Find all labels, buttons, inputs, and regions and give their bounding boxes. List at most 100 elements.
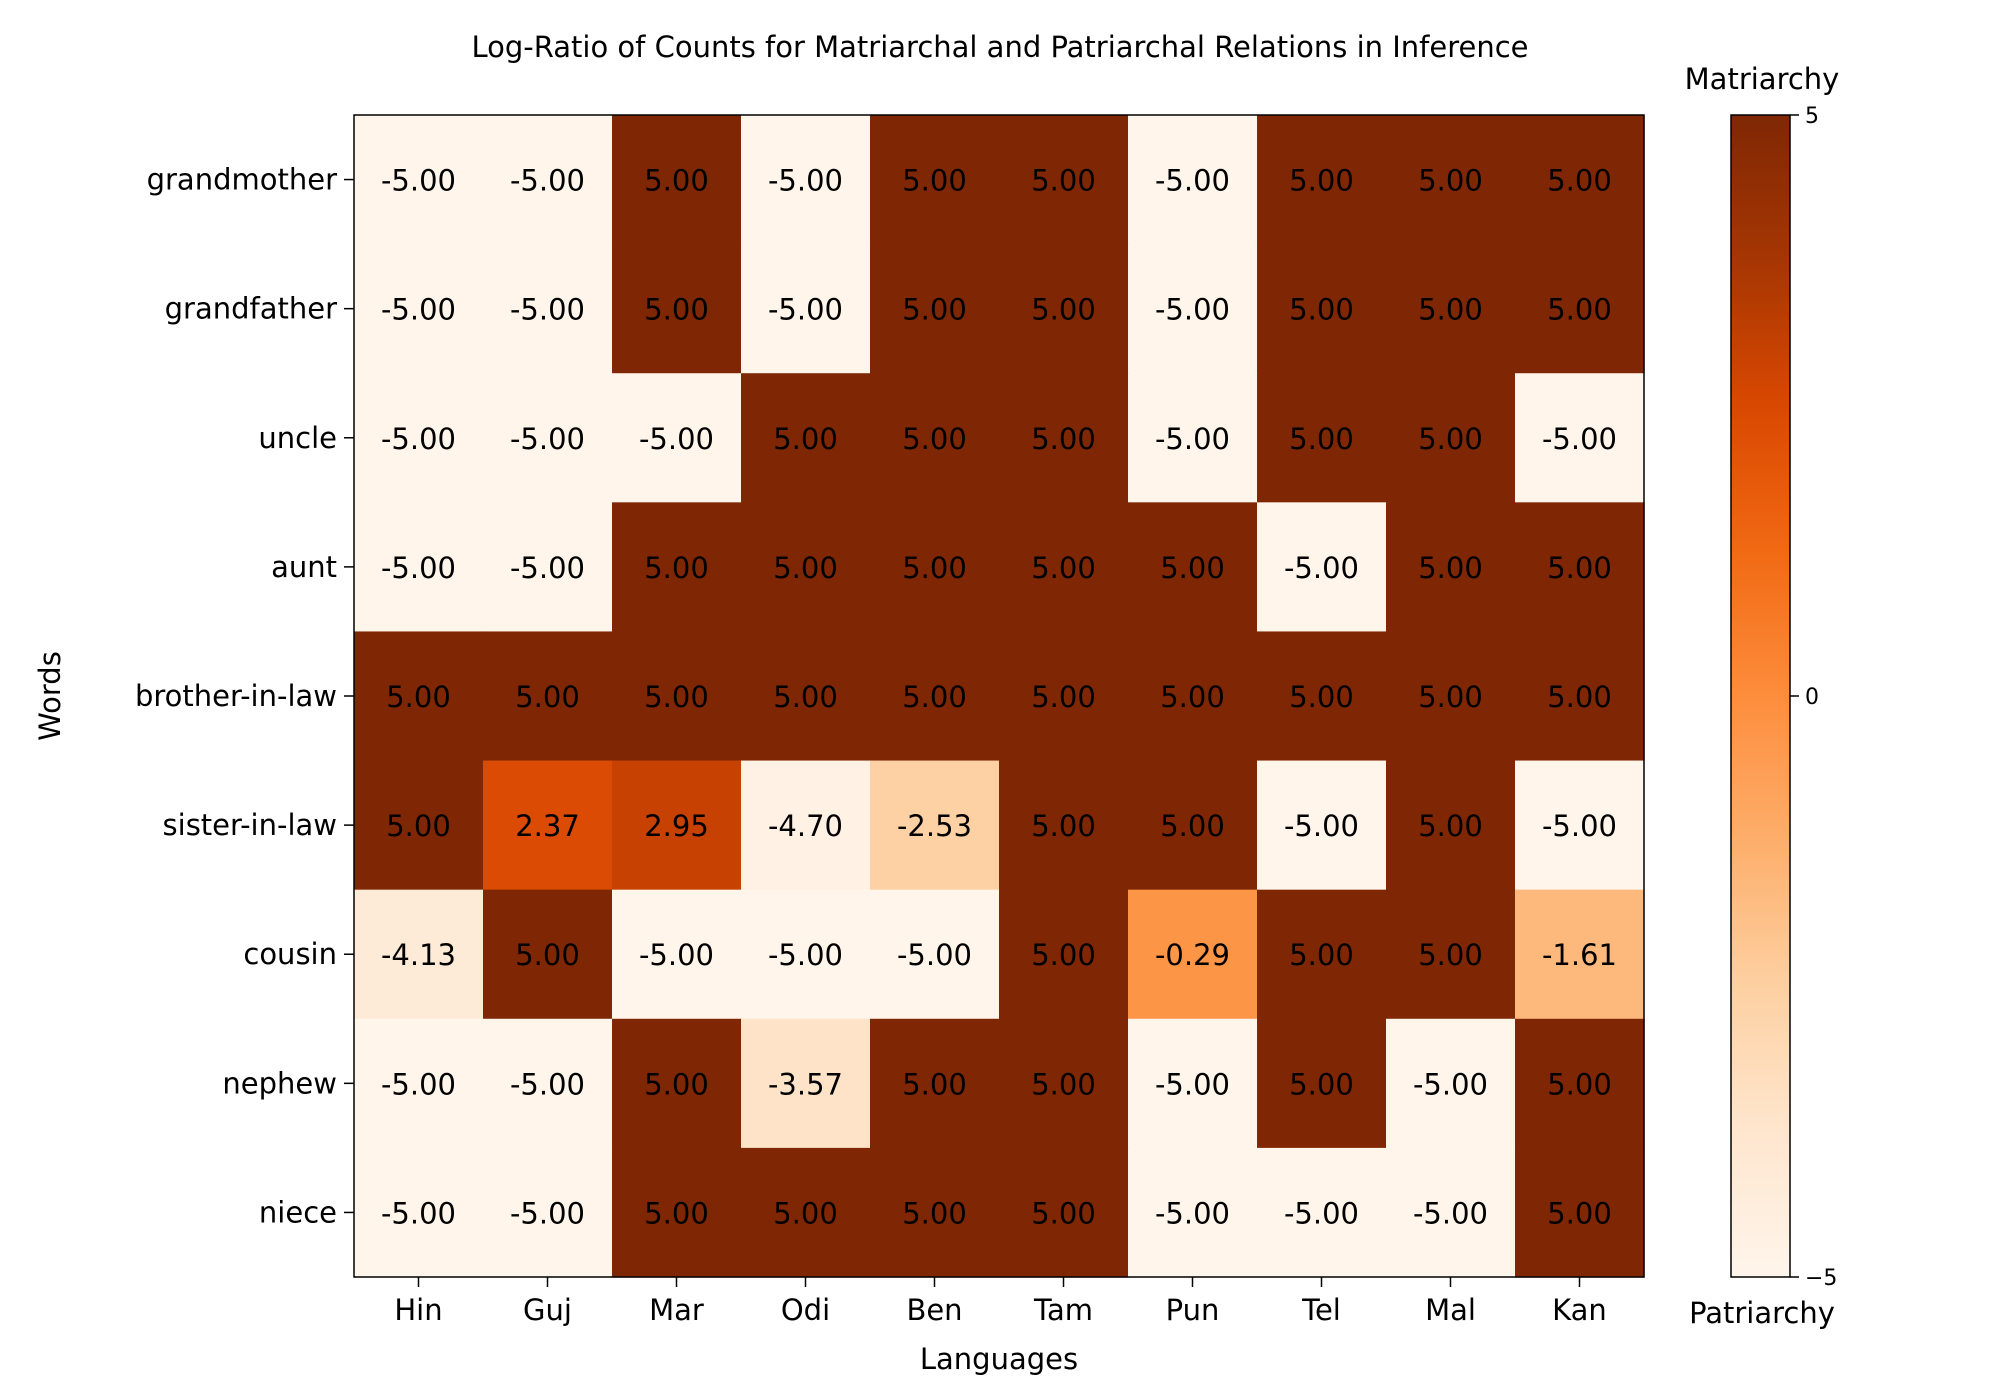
cell-value-label: -5.00: [1155, 164, 1230, 198]
cell-value-label: 5.00: [1418, 422, 1483, 456]
heatmap-cell: [870, 631, 1000, 762]
y-tick-label: sister-in-law: [163, 808, 337, 842]
heatmap-cell: [999, 631, 1129, 762]
heatmap-cell: [1128, 1018, 1258, 1149]
heatmap-cell: [999, 889, 1129, 1020]
heatmap-cell: [1128, 115, 1258, 245]
cell-value-label: 5.00: [515, 938, 580, 972]
cell-value-label: -5.00: [381, 1196, 456, 1230]
cell-value-label: -5.00: [897, 938, 972, 972]
heatmap-cell: [999, 502, 1129, 633]
heatmap-cell: [1257, 502, 1387, 633]
heatmap-cell: [612, 889, 742, 1020]
x-tick-label: Pun: [1166, 1293, 1220, 1327]
heatmap-cell: [612, 244, 742, 374]
x-tick-label: Mar: [649, 1293, 704, 1327]
heatmap-cell: [1386, 760, 1516, 891]
heatmap-cell: [999, 1018, 1129, 1149]
cell-value-label: 5.00: [1031, 1196, 1096, 1230]
heatmap-cell: [1257, 373, 1387, 503]
heatmap-cell: [1386, 373, 1516, 503]
heatmap-cell: [870, 1018, 1000, 1149]
cell-value-label: -4.13: [381, 938, 456, 972]
x-tick-label: Guj: [523, 1293, 572, 1327]
heatmap-cell: [1128, 1147, 1258, 1278]
heatmap-cell: [354, 889, 484, 1020]
heatmap-cell: [354, 502, 484, 633]
cell-value-label: -5.00: [1413, 1196, 1488, 1230]
heatmap-cell: [999, 1147, 1129, 1278]
cell-value-label: 5.00: [773, 680, 838, 714]
heatmap-cell: [870, 115, 1000, 245]
heatmap-cell: [354, 1018, 484, 1149]
cell-value-label: 5.00: [644, 1196, 709, 1230]
y-axis-ticks: grandmother grandfather uncle aunt brother-i…: [135, 163, 354, 1229]
cell-value-label: 5.00: [1289, 938, 1354, 972]
cell-value-label: -2.53: [897, 809, 972, 843]
cell-value-label: -5.00: [381, 1067, 456, 1101]
cell-value-label: 5.00: [902, 680, 967, 714]
heatmap-cell: [1257, 115, 1387, 245]
y-tick-label: uncle: [258, 421, 337, 455]
cell-value-label: 5.00: [1418, 293, 1483, 327]
heatmap-cell: [870, 1147, 1000, 1278]
cell-value-label: 5.00: [644, 293, 709, 327]
heatmap-cell: [870, 889, 1000, 1020]
cell-value-label: 5.00: [773, 1196, 838, 1230]
cell-value-label: 2.37: [515, 809, 580, 843]
heatmap-cell: [612, 115, 742, 245]
cell-value-label: 5.00: [1547, 1067, 1612, 1101]
x-axis-ticks: Hin Guj Mar Odi Ben Tam Pun Tel Mal Kan: [394, 1277, 1607, 1327]
colorbar-tick-label: −5: [1805, 1266, 1837, 1291]
colorbar-bottom-label: Patriarchy: [1689, 1296, 1835, 1330]
heatmap-cell: [1386, 1147, 1516, 1278]
cell-value-label: 5.00: [773, 551, 838, 585]
heatmap-cell: [483, 631, 613, 762]
heatmap-cell: [1515, 889, 1645, 1020]
y-tick-label: cousin: [243, 937, 337, 971]
x-tick-label: Tam: [1033, 1293, 1093, 1327]
heatmap-cell: [354, 760, 484, 891]
cell-value-label: -5.00: [381, 164, 456, 198]
cell-value-label: 5.00: [386, 680, 451, 714]
heatmap-cell: [741, 1018, 871, 1149]
heatmap-cell-labels: -5.00 -5.00 5.00 -5.00 5.00 5.00 -5.00 5.00 5.00…: [381, 164, 1617, 1231]
heatmap-cell: [741, 1147, 871, 1278]
cell-value-label: -5.00: [639, 422, 714, 456]
x-tick-label: Mal: [1425, 1293, 1476, 1327]
cell-value-label: 5.00: [644, 164, 709, 198]
heatmap-cell: [1386, 115, 1516, 245]
heatmap-cell: [354, 244, 484, 374]
heatmap-cell: [612, 373, 742, 503]
heatmap-cell: [741, 889, 871, 1020]
cell-value-label: -5.00: [1155, 1067, 1230, 1101]
heatmap-cell: [1515, 502, 1645, 633]
heatmap-cell: [612, 760, 742, 891]
colorbar-tick-label: 5: [1805, 104, 1819, 129]
heatmap-cell: [870, 502, 1000, 633]
cell-value-label: 5.00: [1289, 680, 1354, 714]
heatmap-cell: [483, 1018, 613, 1149]
heatmap-cell: [999, 760, 1129, 891]
heatmap-cell: [1515, 631, 1645, 762]
cell-value-label: -5.00: [1284, 1196, 1359, 1230]
heatmap-cell: [1386, 502, 1516, 633]
cell-value-label: -4.70: [768, 809, 843, 843]
heatmap-cell: [870, 760, 1000, 891]
cell-value-label: -0.29: [1155, 938, 1230, 972]
cell-value-label: 5.00: [1031, 938, 1096, 972]
cell-value-label: 5.00: [1031, 1067, 1096, 1101]
heatmap-cell: [1257, 1018, 1387, 1149]
heatmap-cell: [1128, 244, 1258, 374]
heatmap-cell: [483, 502, 613, 633]
cell-value-label: 5.00: [1031, 164, 1096, 198]
cell-value-label: 5.00: [902, 551, 967, 585]
heatmap-cell: [741, 373, 871, 503]
cell-value-label: 5.00: [902, 164, 967, 198]
heatmap-cell: [999, 373, 1129, 503]
heatmap-cell: [870, 373, 1000, 503]
cell-value-label: 5.00: [1160, 809, 1225, 843]
cell-value-label: -5.00: [1542, 422, 1617, 456]
heatmap-cell: [1257, 889, 1387, 1020]
cell-value-label: 5.00: [1289, 164, 1354, 198]
